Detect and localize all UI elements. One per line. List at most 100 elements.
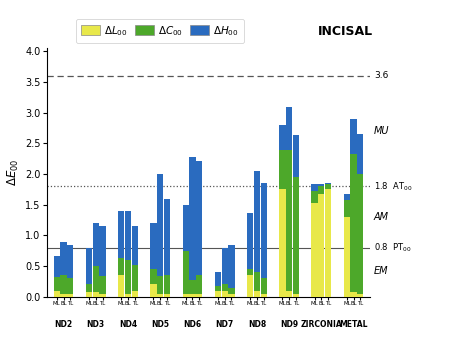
Bar	[196, 294, 202, 297]
Bar	[132, 265, 138, 290]
Bar	[100, 294, 106, 297]
Bar	[60, 294, 67, 297]
Bar	[311, 203, 318, 297]
Bar	[60, 241, 67, 275]
Bar	[54, 277, 60, 290]
Bar	[215, 290, 221, 297]
Bar	[215, 272, 221, 286]
Text: 3.6: 3.6	[374, 71, 388, 80]
Bar	[189, 294, 196, 297]
Bar	[164, 294, 170, 297]
Bar	[67, 278, 73, 294]
Bar	[164, 275, 170, 294]
Bar	[125, 211, 131, 260]
Bar	[344, 200, 350, 217]
Text: ND9: ND9	[280, 320, 298, 329]
Bar	[182, 251, 189, 294]
Bar	[279, 189, 285, 297]
Bar	[196, 275, 202, 294]
Bar	[325, 185, 331, 189]
Text: ND7: ND7	[216, 320, 234, 329]
Bar	[92, 266, 99, 292]
Text: ND8: ND8	[248, 320, 266, 329]
Bar	[189, 280, 196, 294]
Bar	[293, 135, 299, 177]
Bar	[247, 269, 253, 275]
Text: ND5: ND5	[151, 320, 169, 329]
Bar	[150, 223, 156, 269]
Bar	[221, 290, 228, 297]
Bar	[189, 157, 196, 280]
Bar	[100, 276, 106, 294]
Bar	[254, 171, 260, 272]
Bar	[182, 205, 189, 251]
Bar	[54, 290, 60, 297]
Bar	[86, 248, 92, 284]
Bar	[86, 292, 92, 297]
Bar	[325, 183, 331, 185]
Bar	[286, 107, 292, 149]
Bar	[118, 258, 124, 275]
Bar	[293, 294, 299, 297]
Bar	[344, 217, 350, 297]
Bar	[311, 190, 318, 203]
Bar	[318, 186, 325, 194]
Text: EM: EM	[374, 266, 388, 276]
Bar	[286, 149, 292, 290]
Bar	[254, 290, 260, 297]
Bar	[60, 275, 67, 294]
Bar	[228, 287, 235, 294]
Bar	[86, 284, 92, 292]
Bar	[357, 294, 364, 297]
Bar	[92, 292, 99, 297]
Y-axis label: $\mathit{\Delta E_{00}}$: $\mathit{\Delta E_{00}}$	[6, 159, 21, 186]
Text: AM: AM	[374, 212, 389, 222]
Bar	[196, 160, 202, 275]
Bar	[157, 174, 164, 276]
Bar	[54, 256, 60, 277]
Bar	[215, 286, 221, 290]
Bar	[247, 213, 253, 269]
Bar	[118, 211, 124, 258]
Bar	[350, 119, 357, 155]
Text: ND3: ND3	[87, 320, 105, 329]
Bar	[118, 275, 124, 297]
Bar	[100, 226, 106, 276]
Bar	[261, 278, 267, 294]
Bar	[182, 294, 189, 297]
Bar	[247, 275, 253, 297]
Bar	[164, 199, 170, 275]
Bar	[344, 194, 350, 200]
Bar	[157, 276, 164, 294]
Bar	[221, 284, 228, 290]
Bar	[221, 248, 228, 284]
Text: MU: MU	[374, 126, 389, 136]
Bar	[150, 284, 156, 297]
Bar	[125, 294, 131, 297]
Bar	[350, 293, 357, 297]
Bar	[150, 269, 156, 284]
Text: METAL: METAL	[339, 320, 368, 329]
Bar	[132, 226, 138, 265]
Text: ND4: ND4	[119, 320, 137, 329]
Bar	[67, 245, 73, 278]
Text: INCISAL: INCISAL	[318, 26, 373, 38]
Bar	[261, 294, 267, 297]
Bar	[125, 260, 131, 294]
Text: ZIRCONIA: ZIRCONIA	[301, 320, 342, 329]
Bar	[132, 290, 138, 297]
Bar	[254, 272, 260, 290]
Bar	[157, 294, 164, 297]
Bar	[357, 174, 364, 294]
Bar	[92, 223, 99, 266]
Bar	[261, 183, 267, 278]
Text: ND6: ND6	[183, 320, 201, 329]
Text: 0.8  PT$_{00}$: 0.8 PT$_{00}$	[374, 241, 411, 254]
Bar	[350, 155, 357, 293]
Text: ND2: ND2	[55, 320, 73, 329]
Bar	[67, 294, 73, 297]
Bar	[279, 125, 285, 149]
Bar	[228, 294, 235, 297]
Bar	[279, 149, 285, 189]
Bar	[318, 194, 325, 297]
